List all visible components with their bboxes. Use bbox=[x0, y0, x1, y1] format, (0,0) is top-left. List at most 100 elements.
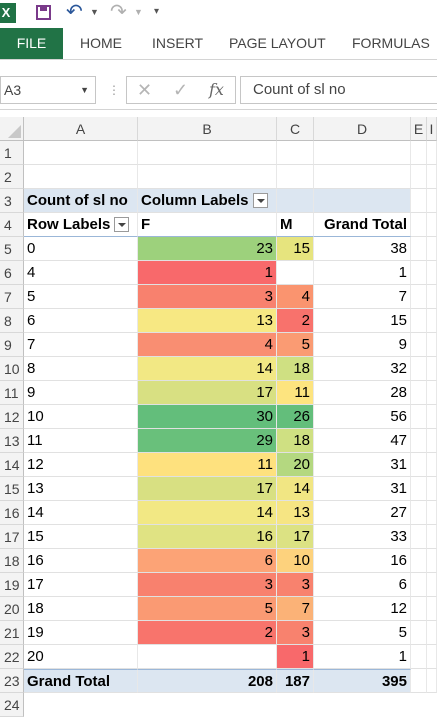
row-header[interactable]: 16 bbox=[0, 501, 24, 525]
row-header[interactable]: 10 bbox=[0, 357, 24, 381]
column-labels-filter-icon[interactable] bbox=[253, 193, 268, 208]
row-header[interactable]: 23 bbox=[0, 669, 24, 693]
empty-cell[interactable] bbox=[411, 549, 427, 573]
pivot-value-field-header[interactable]: Count of sl no bbox=[24, 189, 138, 213]
row-total[interactable]: 12 bbox=[314, 597, 411, 621]
empty-cell[interactable] bbox=[427, 213, 437, 237]
value-m[interactable]: 2 bbox=[277, 309, 314, 333]
row-total[interactable]: 6 bbox=[314, 573, 411, 597]
pivot-header-cell[interactable] bbox=[277, 189, 314, 213]
column-header-f[interactable]: F bbox=[138, 213, 277, 237]
row-header[interactable]: 24 bbox=[0, 693, 24, 717]
empty-cell[interactable] bbox=[411, 261, 427, 285]
tab-home[interactable]: HOME bbox=[80, 28, 122, 59]
row-total[interactable]: 27 bbox=[314, 501, 411, 525]
row-label[interactable]: 7 bbox=[24, 333, 138, 357]
grand-total-label[interactable]: Grand Total bbox=[24, 669, 138, 693]
value-f[interactable]: 1 bbox=[138, 261, 277, 285]
value-m[interactable]: 13 bbox=[277, 501, 314, 525]
tab-insert[interactable]: INSERT bbox=[152, 28, 203, 59]
empty-cell[interactable] bbox=[411, 477, 427, 501]
value-f[interactable]: 14 bbox=[138, 357, 277, 381]
value-f[interactable] bbox=[138, 645, 277, 669]
row-label[interactable]: 10 bbox=[24, 405, 138, 429]
empty-cell[interactable] bbox=[427, 549, 437, 573]
grand-total-f[interactable]: 208 bbox=[138, 669, 277, 693]
row-header[interactable]: 5 bbox=[0, 237, 24, 261]
empty-cell[interactable] bbox=[411, 621, 427, 645]
save-icon[interactable] bbox=[36, 5, 51, 20]
row-header[interactable]: 6 bbox=[0, 261, 24, 285]
empty-cell[interactable] bbox=[411, 453, 427, 477]
empty-cell[interactable] bbox=[427, 525, 437, 549]
empty-cell[interactable] bbox=[411, 429, 427, 453]
value-f[interactable]: 3 bbox=[138, 285, 277, 309]
value-f[interactable]: 29 bbox=[138, 429, 277, 453]
empty-cell[interactable] bbox=[427, 477, 437, 501]
value-f[interactable]: 13 bbox=[138, 309, 277, 333]
value-f[interactable]: 5 bbox=[138, 597, 277, 621]
redo-dropdown-icon[interactable]: ▼ bbox=[134, 7, 143, 17]
row-total[interactable]: 1 bbox=[314, 261, 411, 285]
empty-cell[interactable] bbox=[411, 285, 427, 309]
empty-cell[interactable] bbox=[427, 261, 437, 285]
empty-cell[interactable] bbox=[411, 501, 427, 525]
formula-input[interactable]: Count of sl no bbox=[240, 76, 437, 104]
value-f[interactable]: 16 bbox=[138, 525, 277, 549]
empty-cell[interactable] bbox=[411, 141, 427, 165]
value-m[interactable]: 11 bbox=[277, 381, 314, 405]
empty-cell[interactable] bbox=[427, 165, 437, 189]
row-label[interactable]: 17 bbox=[24, 573, 138, 597]
empty-cell[interactable] bbox=[427, 453, 437, 477]
row-label[interactable]: 15 bbox=[24, 525, 138, 549]
row-header[interactable]: 22 bbox=[0, 645, 24, 669]
empty-cell[interactable] bbox=[138, 165, 277, 189]
empty-cell[interactable] bbox=[427, 141, 437, 165]
customize-toolbar-icon[interactable]: ▾ bbox=[154, 6, 159, 17]
empty-cell[interactable] bbox=[427, 309, 437, 333]
empty-cell[interactable] bbox=[411, 165, 427, 189]
name-box-dropdown-icon[interactable]: ▼ bbox=[80, 77, 89, 103]
empty-cell[interactable] bbox=[411, 645, 427, 669]
enter-icon[interactable]: ✓ bbox=[173, 79, 188, 101]
row-label[interactable]: 0 bbox=[24, 237, 138, 261]
row-header[interactable]: 19 bbox=[0, 573, 24, 597]
row-label[interactable]: 5 bbox=[24, 285, 138, 309]
row-header[interactable]: 15 bbox=[0, 477, 24, 501]
row-total[interactable]: 33 bbox=[314, 525, 411, 549]
empty-cell[interactable] bbox=[427, 597, 437, 621]
row-total[interactable]: 9 bbox=[314, 333, 411, 357]
empty-cell[interactable] bbox=[427, 669, 437, 693]
value-f[interactable]: 17 bbox=[138, 381, 277, 405]
column-header-d[interactable]: D bbox=[314, 117, 411, 141]
row-total[interactable]: 31 bbox=[314, 477, 411, 501]
value-m[interactable]: 20 bbox=[277, 453, 314, 477]
pivot-header-cell[interactable] bbox=[314, 189, 411, 213]
value-f[interactable]: 4 bbox=[138, 333, 277, 357]
empty-cell[interactable] bbox=[314, 165, 411, 189]
value-f[interactable]: 23 bbox=[138, 237, 277, 261]
empty-cell[interactable] bbox=[427, 237, 437, 261]
excel-app-icon[interactable]: X bbox=[0, 3, 16, 23]
column-header-b[interactable]: B bbox=[138, 117, 277, 141]
empty-cell[interactable] bbox=[24, 165, 138, 189]
value-m[interactable]: 3 bbox=[277, 621, 314, 645]
empty-cell[interactable] bbox=[411, 213, 427, 237]
empty-cell[interactable] bbox=[411, 669, 427, 693]
pivot-column-labels[interactable]: Column Labels bbox=[138, 189, 277, 213]
cancel-icon[interactable]: ✕ bbox=[137, 79, 152, 101]
undo-dropdown-icon[interactable]: ▼ bbox=[90, 7, 99, 17]
empty-cell[interactable] bbox=[427, 405, 437, 429]
grand-total-all[interactable]: 395 bbox=[314, 669, 411, 693]
row-header[interactable]: 7 bbox=[0, 285, 24, 309]
value-m[interactable]: 3 bbox=[277, 573, 314, 597]
column-header-a[interactable]: A bbox=[24, 117, 138, 141]
insert-function-icon[interactable]: fx bbox=[209, 79, 224, 101]
empty-cell[interactable] bbox=[277, 165, 314, 189]
value-f[interactable]: 30 bbox=[138, 405, 277, 429]
column-header-c[interactable]: C bbox=[277, 117, 314, 141]
empty-cell[interactable] bbox=[427, 645, 437, 669]
empty-cell[interactable] bbox=[314, 141, 411, 165]
row-label[interactable]: 13 bbox=[24, 477, 138, 501]
empty-cell[interactable] bbox=[427, 501, 437, 525]
